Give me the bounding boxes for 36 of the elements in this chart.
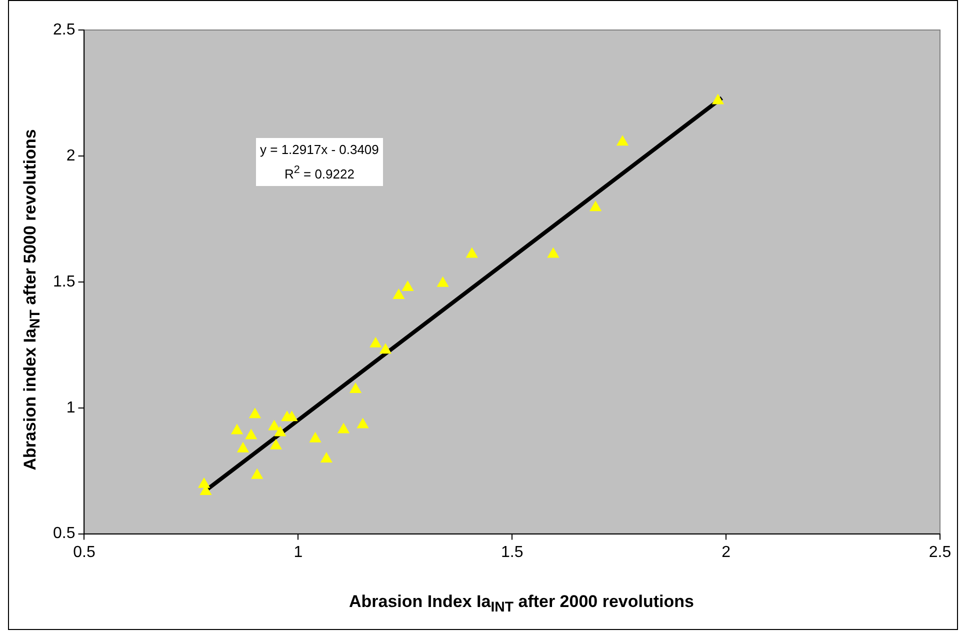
point [286,410,298,422]
y-tick-label: 2.5 [52,21,76,38]
point [309,432,322,442]
point [245,428,258,440]
point [230,424,244,434]
point [616,135,629,146]
point [248,408,262,418]
point [270,438,282,450]
point [466,247,478,258]
x-tick-label: 2.5 [928,544,952,561]
y-tick-label: 0.5 [52,525,76,542]
point [402,280,414,291]
y-tick-label: 2 [66,147,76,164]
y-tick-label: 1.5 [52,273,76,290]
annotation: R$^{2}$ = 0.9222 [283,163,356,184]
x-tick-label: 2 [722,544,731,561]
point [379,343,392,354]
x-tick-label: 1.5 [500,544,524,561]
point [589,200,602,212]
point [349,382,362,393]
point [356,418,369,428]
point [370,336,382,348]
annotation: y = 1.2917x - 0.3409 [260,141,379,159]
x-tick-label: 1 [294,544,303,561]
point [268,420,280,430]
point [320,452,332,462]
point [274,426,286,436]
y-tick-label: 1 [66,399,76,416]
x-axis-title: Abrasion Index Ia$_{INT}$ after 2000 revolutions [348,592,695,616]
point [436,276,449,287]
point [236,442,250,452]
point [392,288,405,300]
point [337,422,350,434]
point [251,468,264,479]
point [712,94,724,104]
point [547,247,560,258]
